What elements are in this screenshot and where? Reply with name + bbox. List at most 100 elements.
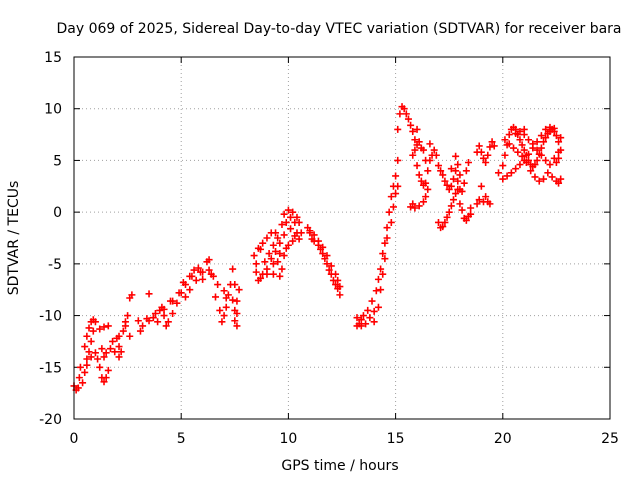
data-point — [413, 125, 421, 133]
data-point — [91, 349, 99, 357]
data-point — [452, 167, 460, 175]
data-point — [134, 317, 142, 325]
data-point — [422, 156, 430, 164]
data-point — [91, 318, 99, 326]
data-point — [417, 177, 425, 185]
y-tick-label: 0 — [53, 205, 62, 221]
data-point — [199, 268, 207, 276]
data-point — [81, 368, 89, 376]
data-point — [85, 324, 93, 332]
data-point — [306, 227, 314, 235]
data-point — [353, 322, 361, 330]
data-point — [555, 138, 563, 146]
grid — [74, 57, 610, 419]
data-point — [467, 210, 475, 218]
data-point — [462, 216, 470, 224]
data-point — [336, 291, 344, 299]
data-point — [383, 234, 391, 242]
data-point — [389, 203, 397, 211]
data-point — [364, 306, 372, 314]
data-point — [145, 290, 153, 298]
data-point — [85, 348, 93, 356]
data-point — [501, 136, 509, 144]
data-point — [482, 193, 490, 201]
data-point — [115, 353, 123, 361]
data-point — [126, 332, 134, 340]
data-point — [374, 303, 382, 311]
data-point — [188, 272, 196, 280]
data-point — [235, 286, 243, 294]
data-point — [415, 171, 423, 179]
data-point — [520, 146, 528, 154]
y-axis-label: SDTVAR / TECUs — [6, 181, 22, 296]
data-point — [212, 293, 220, 301]
data-point — [392, 190, 400, 198]
data-point — [464, 158, 472, 166]
y-tick-label: -5 — [48, 257, 62, 273]
data-point — [100, 353, 108, 361]
data-point — [392, 172, 400, 180]
data-point — [415, 202, 423, 210]
data-point — [160, 305, 168, 313]
data-point — [522, 158, 530, 166]
data-point — [527, 167, 535, 175]
data-point — [525, 150, 533, 158]
data-point — [87, 353, 95, 361]
data-point — [477, 182, 485, 190]
data-point — [287, 213, 295, 221]
data-point — [374, 275, 382, 283]
data-point — [199, 275, 207, 283]
data-point — [503, 172, 511, 180]
data-point — [439, 171, 447, 179]
data-point — [381, 239, 389, 247]
data-point — [439, 223, 447, 231]
data-point — [557, 134, 565, 142]
data-point — [454, 161, 462, 169]
data-point — [181, 293, 189, 301]
data-point — [499, 175, 507, 183]
data-point — [555, 148, 563, 156]
data-point — [179, 278, 187, 286]
data-point — [475, 142, 483, 150]
data-point — [89, 327, 97, 335]
data-point — [162, 322, 170, 330]
data-point — [557, 175, 565, 183]
data-point — [514, 148, 522, 156]
data-point — [548, 173, 556, 181]
x-tick-label: 0 — [70, 431, 79, 447]
data-point — [205, 256, 213, 264]
data-point — [537, 151, 545, 159]
data-point — [437, 167, 445, 175]
data-point — [409, 151, 417, 159]
data-point — [426, 140, 434, 148]
data-point — [252, 268, 260, 276]
data-point — [447, 165, 455, 173]
data-point — [269, 241, 277, 249]
data-point — [252, 260, 260, 268]
data-point — [540, 138, 548, 146]
data-point — [516, 136, 524, 144]
data-point — [79, 379, 87, 387]
data-point — [332, 281, 340, 289]
data-point — [512, 130, 520, 138]
data-point — [220, 312, 228, 320]
data-point — [544, 169, 552, 177]
data-point — [100, 378, 108, 386]
data-point — [169, 310, 177, 318]
data-point — [505, 131, 513, 139]
data-point — [278, 221, 286, 229]
data-point — [447, 182, 455, 190]
data-point — [379, 250, 387, 258]
data-point — [119, 327, 127, 335]
data-point — [422, 179, 430, 187]
data-point — [462, 167, 470, 175]
data-point — [434, 218, 442, 226]
data-point — [106, 345, 114, 353]
data-point — [480, 154, 488, 162]
data-point — [325, 266, 333, 274]
data-point — [229, 296, 237, 304]
data-point — [128, 291, 136, 299]
chart-title: Day 069 of 2025, Sidereal Day-to-day VTE… — [56, 21, 621, 37]
data-point — [518, 152, 526, 160]
data-point — [319, 250, 327, 258]
